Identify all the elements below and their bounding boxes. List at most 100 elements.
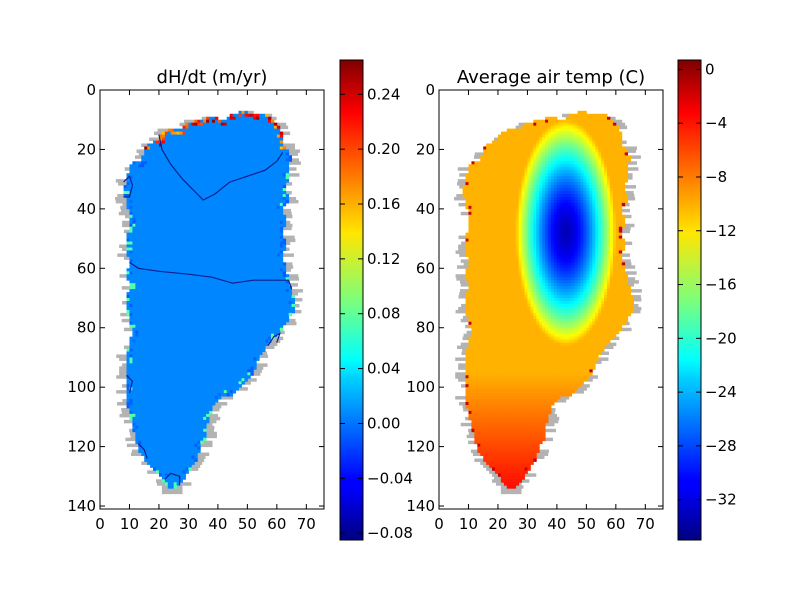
dhdt-cell [200, 134, 204, 138]
dhdt-cell [244, 271, 248, 275]
dhdt-cell [265, 229, 269, 234]
dhdt-cell [214, 399, 219, 403]
dhdt-cell [209, 211, 213, 216]
dhdt-cell [173, 155, 178, 159]
dhdt-cell [156, 327, 160, 332]
dhdt-cell [276, 315, 281, 320]
dhdt-cell [206, 289, 210, 293]
dhdt-cell [214, 217, 219, 222]
dhdt-cell [259, 131, 263, 136]
dhdt-cell [226, 309, 231, 314]
dhdt-cell [200, 199, 204, 204]
dhdt-cell [191, 298, 195, 302]
dhdt-cell [276, 303, 281, 308]
dhdt-cell [206, 277, 210, 281]
dhdt-cell [244, 205, 248, 210]
dhdt-cell [191, 182, 195, 186]
dhdt-cell [179, 253, 183, 257]
dhdt-cell [150, 259, 154, 263]
dhdt-cell [262, 140, 266, 144]
dhdt-cell [270, 318, 275, 323]
dhdt-cell [156, 381, 160, 385]
dhdt-cell [229, 122, 234, 127]
dhdt-cell [156, 378, 160, 382]
dhdt-cell [259, 321, 263, 326]
dhdt-cell [206, 196, 210, 201]
dhdt-cell [132, 333, 136, 338]
dhdt-cell [182, 140, 186, 144]
dhdt-cell [268, 143, 272, 147]
dhdt-cell [209, 119, 213, 124]
dhdt-cell [153, 289, 157, 293]
dhdt-cell [282, 286, 287, 290]
dhdt-cell [229, 244, 234, 248]
dhdt-cell [138, 339, 142, 344]
dhdt-cell [156, 223, 160, 228]
dhdt-cell [185, 410, 189, 415]
dhdt-cell [200, 259, 204, 263]
dhdt-cell [141, 410, 145, 415]
dhdt-cell [276, 271, 281, 275]
dhdt-cell [253, 176, 257, 180]
dhdt-cell [135, 336, 139, 341]
dhdt-cell [182, 173, 186, 177]
dhdt-cell [270, 119, 275, 124]
dhdt-cell [191, 274, 195, 278]
dhdt-cell [158, 271, 163, 275]
dhdt-cell [126, 173, 130, 177]
dhdt-cell [194, 298, 198, 302]
dhdt-cell [144, 372, 148, 376]
dhdt-cell [206, 244, 210, 248]
dhdt-cell [150, 208, 154, 213]
dhdt-cell [268, 232, 272, 237]
dhdt-cell [185, 303, 189, 308]
dhdt-cell [256, 220, 260, 225]
dhdt-cell [188, 220, 192, 225]
dhdt-cell [135, 309, 139, 314]
dhdt-cell [244, 176, 248, 180]
dhdt-cell [238, 330, 242, 335]
dhdt-cell [200, 366, 204, 370]
dhdt-cell [164, 298, 169, 302]
dhdt-cell [238, 333, 242, 338]
dhdt-cell [273, 208, 278, 213]
dhdt-cell [212, 229, 216, 234]
dhdt-cell [217, 199, 222, 204]
dhdt-cell [153, 265, 157, 269]
dhdt-cell [247, 152, 251, 156]
dhdt-land-cell [280, 131, 291, 136]
dhdt-cell [241, 315, 245, 320]
dhdt-cell [138, 262, 142, 266]
dhdt-cell [176, 214, 181, 219]
dhdt-cell [185, 161, 189, 165]
dhdt-cell [279, 292, 284, 296]
dhdt-cell [247, 214, 251, 219]
dhdt-cell [191, 196, 195, 201]
dhdt-cell [206, 295, 210, 299]
dhdt-cell [185, 149, 189, 153]
dhdt-cell [223, 280, 228, 284]
dhdt-cell [185, 226, 189, 231]
dhdt-cell [203, 363, 207, 367]
dhdt-cell [179, 202, 183, 207]
dhdt-cell [253, 268, 257, 272]
dhdt-cell [191, 244, 195, 248]
dhdt-cell [273, 306, 278, 311]
dhdt-cell [132, 194, 136, 198]
dhdt-cell [217, 176, 222, 180]
dhdt-cell [235, 375, 239, 379]
dhdt-cell [203, 309, 207, 314]
dhdt-cell [144, 238, 148, 243]
dhdt-cell [138, 223, 142, 228]
dhdt-cell [265, 336, 269, 341]
dhdt-cell [185, 312, 189, 317]
dhdt-cell [156, 256, 160, 260]
dhdt-cell [259, 336, 263, 341]
dhdt-cell [262, 137, 266, 141]
dhdt-cell [129, 208, 133, 213]
dhdt-cell [197, 312, 201, 317]
dhdt-cell [223, 149, 228, 153]
dhdt-cell [141, 256, 145, 260]
dhdt-cell [238, 253, 242, 257]
dhdt-cell [188, 173, 192, 177]
